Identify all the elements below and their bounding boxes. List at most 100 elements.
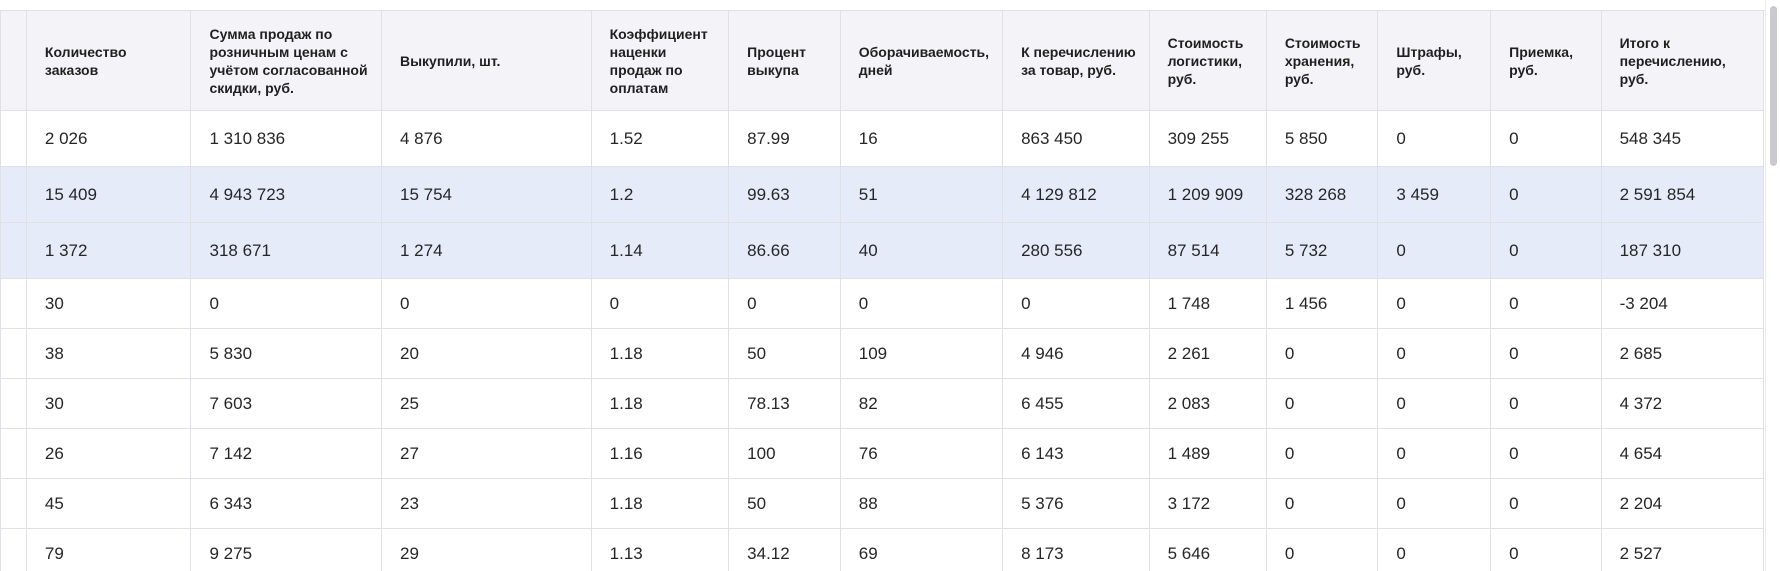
cell-to-transfer-goods: 8 173 bbox=[1002, 528, 1150, 571]
cell-storage-cost: 5 732 bbox=[1265, 222, 1379, 279]
cell-buyout-pct: 87.99 bbox=[728, 110, 841, 167]
column-header-buyout-pct[interactable]: Процент выкупа bbox=[728, 10, 841, 111]
cell-stub bbox=[0, 222, 27, 279]
column-header-logistics-cost[interactable]: Стоимость логистики, руб. bbox=[1148, 10, 1267, 111]
cell-total-transfer: 2 591 854 bbox=[1600, 166, 1765, 223]
cell-acceptance: 0 bbox=[1490, 222, 1602, 279]
cell-turnover-days: 69 bbox=[839, 528, 1004, 571]
cell-markup-coef: 1.2 bbox=[590, 166, 730, 223]
vertical-scrollbar[interactable] bbox=[1765, 0, 1780, 571]
cell-acceptance: 0 bbox=[1490, 110, 1602, 167]
cell-storage-cost: 0 bbox=[1265, 328, 1379, 379]
cell-retail-sum: 4 943 723 bbox=[190, 166, 382, 223]
cell-to-transfer-goods: 0 bbox=[1002, 278, 1150, 329]
column-header-stub bbox=[0, 10, 27, 111]
cell-buyout-pct: 50 bbox=[728, 328, 841, 379]
table-row[interactable]: 30 7 603 25 1.18 78.13 82 6 455 2 083 0 0 0 4 372 bbox=[0, 378, 1765, 429]
cell-orders-count: 79 bbox=[25, 528, 192, 571]
cell-stub bbox=[0, 328, 27, 379]
cell-fines: 0 bbox=[1377, 278, 1492, 329]
cell-to-transfer-goods: 6 455 bbox=[1002, 378, 1150, 429]
table-row[interactable]: 79 9 275 29 1.13 34.12 69 8 173 5 646 0 0 0 2 527 bbox=[0, 528, 1765, 571]
column-header-acceptance[interactable]: Приемка, руб. bbox=[1490, 10, 1602, 111]
table-row[interactable]: 45 6 343 23 1.18 50 88 5 376 3 172 0 0 0 2 204 bbox=[0, 478, 1765, 529]
cell-markup-coef: 1.18 bbox=[590, 328, 730, 379]
cell-bought-qty: 15 754 bbox=[380, 166, 592, 223]
cell-turnover-days: 40 bbox=[839, 222, 1004, 279]
cell-acceptance: 0 bbox=[1490, 478, 1602, 529]
column-header-turnover-days[interactable]: Оборачиваемость, дней bbox=[839, 10, 1004, 111]
cell-logistics-cost: 1 748 bbox=[1148, 278, 1267, 329]
cell-acceptance: 0 bbox=[1490, 428, 1602, 479]
cell-buyout-pct: 100 bbox=[728, 428, 841, 479]
cell-storage-cost: 328 268 bbox=[1265, 166, 1379, 223]
cell-fines: 0 bbox=[1377, 222, 1492, 279]
cell-buyout-pct: 86.66 bbox=[728, 222, 841, 279]
cell-logistics-cost: 3 172 bbox=[1148, 478, 1267, 529]
cell-turnover-days: 0 bbox=[839, 278, 1004, 329]
cell-total-transfer: 187 310 bbox=[1600, 222, 1765, 279]
cell-bought-qty: 0 bbox=[380, 278, 592, 329]
sales-report-table: Количество заказов Сумма продаж по розни… bbox=[0, 10, 1765, 571]
cell-stub bbox=[0, 110, 27, 167]
table-row[interactable]: 2 026 1 310 836 4 876 1.52 87.99 16 863 450 309… bbox=[0, 110, 1765, 167]
column-header-storage-cost[interactable]: Стоимость хранения, руб. bbox=[1265, 10, 1379, 111]
cell-bought-qty: 27 bbox=[380, 428, 592, 479]
table-row[interactable]: 26 7 142 27 1.16 100 76 6 143 1 489 0 0 0 4 654 bbox=[0, 428, 1765, 479]
column-header-markup-coef[interactable]: Коэффициент наценки продаж по оплатам bbox=[590, 10, 730, 111]
cell-turnover-days: 88 bbox=[839, 478, 1004, 529]
cell-fines: 3 459 bbox=[1377, 166, 1492, 223]
cell-stub bbox=[0, 278, 27, 329]
cell-bought-qty: 25 bbox=[380, 378, 592, 429]
cell-retail-sum: 7 142 bbox=[190, 428, 382, 479]
cell-turnover-days: 82 bbox=[839, 378, 1004, 429]
cell-bought-qty: 23 bbox=[380, 478, 592, 529]
cell-total-transfer: 2 685 bbox=[1600, 328, 1765, 379]
cell-logistics-cost: 1 489 bbox=[1148, 428, 1267, 479]
cell-acceptance: 0 bbox=[1490, 166, 1602, 223]
cell-turnover-days: 109 bbox=[839, 328, 1004, 379]
cell-storage-cost: 1 456 bbox=[1265, 278, 1379, 329]
cell-acceptance: 0 bbox=[1490, 528, 1602, 571]
cell-markup-coef: 1.18 bbox=[590, 378, 730, 429]
cell-logistics-cost: 309 255 bbox=[1148, 110, 1267, 167]
cell-turnover-days: 51 bbox=[839, 166, 1004, 223]
table-row[interactable]: 1 372 318 671 1 274 1.14 86.66 40 280 556 87 51… bbox=[0, 222, 1765, 279]
column-header-orders-count[interactable]: Количество заказов bbox=[25, 10, 192, 111]
cell-retail-sum: 1 310 836 bbox=[190, 110, 382, 167]
cell-to-transfer-goods: 6 143 bbox=[1002, 428, 1150, 479]
cell-logistics-cost: 1 209 909 bbox=[1148, 166, 1267, 223]
cell-markup-coef: 0 bbox=[590, 278, 730, 329]
cell-to-transfer-goods: 863 450 bbox=[1002, 110, 1150, 167]
table-row[interactable]: 38 5 830 20 1.18 50 109 4 946 2 261 0 0 0 2 685 bbox=[0, 328, 1765, 379]
cell-total-transfer: 548 345 bbox=[1600, 110, 1765, 167]
cell-bought-qty: 20 bbox=[380, 328, 592, 379]
column-header-total-transfer[interactable]: Итого к перечислению, руб. bbox=[1600, 10, 1765, 111]
cell-stub bbox=[0, 378, 27, 429]
cell-orders-count: 38 bbox=[25, 328, 192, 379]
column-header-to-transfer-goods[interactable]: К перечислению за товар, руб. bbox=[1002, 10, 1150, 111]
cell-buyout-pct: 50 bbox=[728, 478, 841, 529]
column-header-retail-sum[interactable]: Сумма продаж по розничным ценам с учётом… bbox=[190, 10, 382, 111]
table-row[interactable]: 30 0 0 0 0 0 0 1 748 1 456 0 0 -3 204 bbox=[0, 278, 1765, 329]
column-header-bought-qty[interactable]: Выкупили, шт. bbox=[380, 10, 592, 111]
cell-acceptance: 0 bbox=[1490, 328, 1602, 379]
cell-fines: 0 bbox=[1377, 328, 1492, 379]
cell-storage-cost: 0 bbox=[1265, 478, 1379, 529]
cell-orders-count: 30 bbox=[25, 278, 192, 329]
cell-total-transfer: -3 204 bbox=[1600, 278, 1765, 329]
cell-to-transfer-goods: 280 556 bbox=[1002, 222, 1150, 279]
cell-markup-coef: 1.52 bbox=[590, 110, 730, 167]
cell-total-transfer: 2 527 bbox=[1600, 528, 1765, 571]
cell-stub bbox=[0, 478, 27, 529]
cell-retail-sum: 318 671 bbox=[190, 222, 382, 279]
column-header-fines[interactable]: Штрафы, руб. bbox=[1377, 10, 1492, 111]
cell-turnover-days: 16 bbox=[839, 110, 1004, 167]
cell-buyout-pct: 78.13 bbox=[728, 378, 841, 429]
cell-buyout-pct: 99.63 bbox=[728, 166, 841, 223]
cell-orders-count: 15 409 bbox=[25, 166, 192, 223]
table-row[interactable]: 15 409 4 943 723 15 754 1.2 99.63 51 4 129 812… bbox=[0, 166, 1765, 223]
scrollbar-thumb[interactable] bbox=[1770, 6, 1777, 166]
cell-fines: 0 bbox=[1377, 378, 1492, 429]
